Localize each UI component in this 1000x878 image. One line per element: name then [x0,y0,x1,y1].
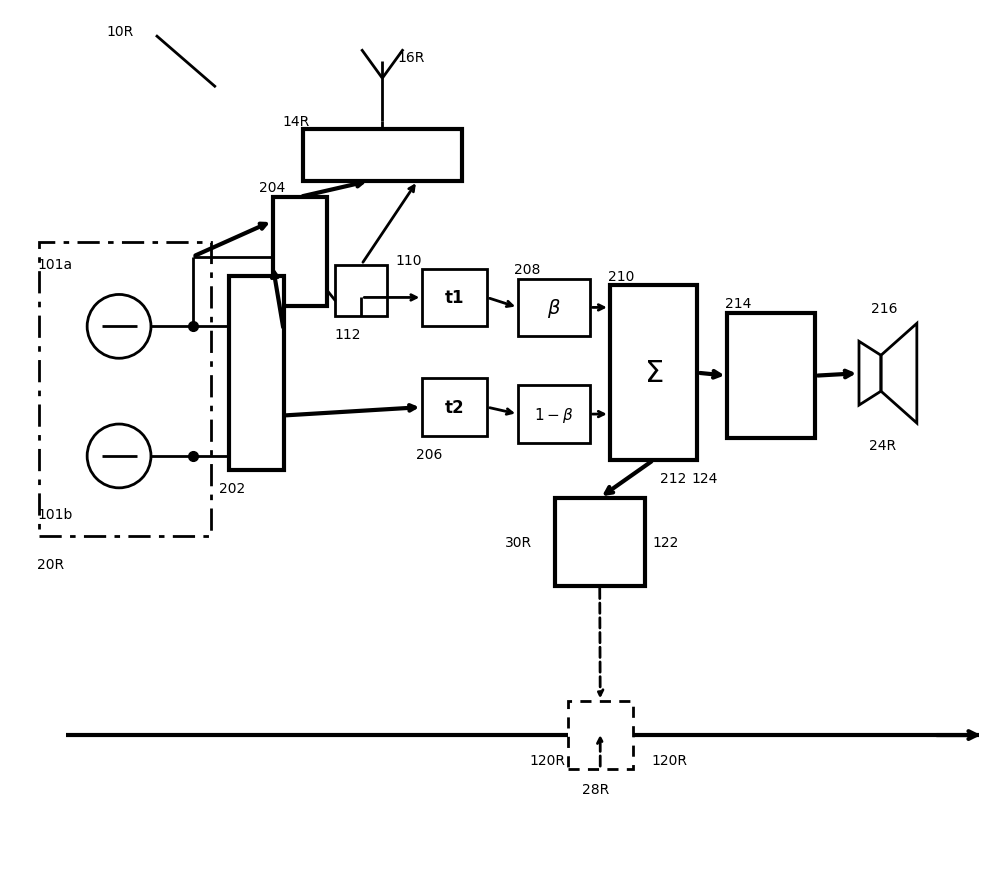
Text: t1: t1 [445,289,464,307]
Bar [727,314,815,438]
Text: 24R: 24R [869,438,896,452]
Bar [39,242,211,536]
Text: $\beta$: $\beta$ [547,297,561,320]
Text: 204: 204 [259,181,285,195]
Bar [518,385,590,443]
Bar [303,130,462,182]
Bar [568,702,633,769]
Text: 101a: 101a [37,257,72,271]
Text: 30R: 30R [505,535,532,549]
Bar [610,286,697,460]
Text: 216: 216 [871,302,897,316]
Text: 112: 112 [334,328,361,342]
Bar [555,498,645,586]
Text: 14R: 14R [283,115,310,129]
Bar [422,378,487,436]
Text: $\Sigma$: $\Sigma$ [644,359,663,388]
Text: 16R: 16R [397,51,425,65]
Text: 122: 122 [653,535,679,549]
Text: 210: 210 [608,270,634,284]
Text: 120R: 120R [530,753,566,767]
Bar [335,265,387,317]
Text: 120R: 120R [652,753,688,767]
Text: 110: 110 [395,253,422,267]
Text: t2: t2 [445,399,464,417]
Bar [518,279,590,337]
Text: 214: 214 [725,297,752,311]
Text: 10R: 10R [106,25,133,40]
Text: 206: 206 [416,448,443,462]
Text: 124: 124 [691,471,718,486]
Text: 208: 208 [514,263,540,277]
Text: 212: 212 [660,471,686,486]
Text: 202: 202 [219,481,245,495]
Text: $1-\beta$: $1-\beta$ [534,405,574,424]
Bar [229,277,284,471]
Text: 20R: 20R [37,557,64,571]
Bar [273,198,327,307]
Text: 28R: 28R [582,782,609,796]
Text: 101b: 101b [37,507,73,522]
Bar [422,270,487,327]
